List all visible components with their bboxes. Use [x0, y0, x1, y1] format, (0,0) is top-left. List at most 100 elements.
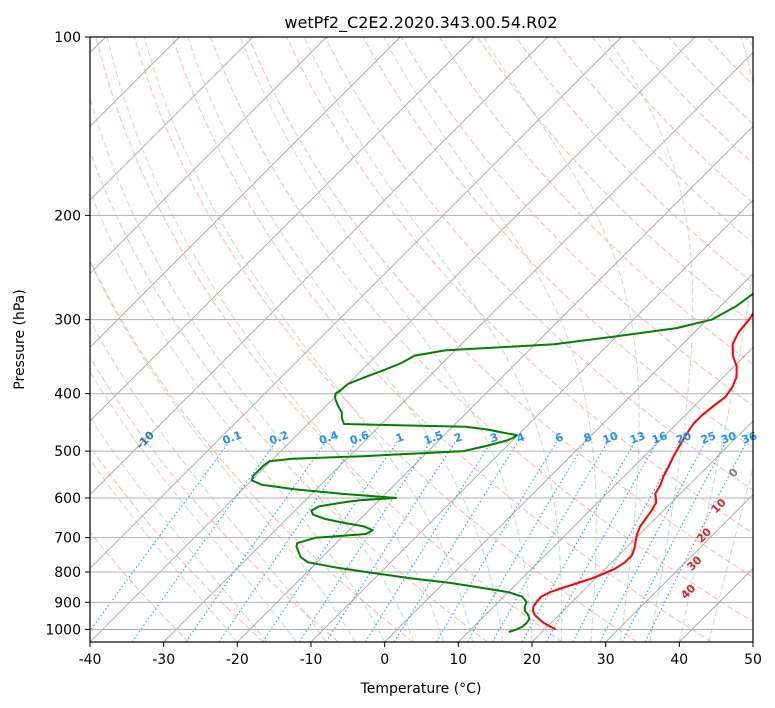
mixing-ratio-label: 0.1 [221, 428, 244, 447]
isotherm-line [90, 37, 254, 201]
sounding-curves [250, 292, 753, 633]
mixing-ratio-line [467, 440, 587, 642]
isotherm-line [90, 37, 327, 275]
x-tick-label: -30 [152, 652, 175, 668]
mixing-ratio-label: 1 [394, 431, 406, 446]
y-tick-label: 600 [54, 491, 81, 507]
mixing-ratio-line [185, 440, 328, 642]
dry-adiabat-line [400, 37, 753, 407]
y-axis-title: Pressure (hPa) [12, 289, 28, 389]
mixing-ratio-line [364, 440, 493, 642]
mixing-ratio-label: 0.4 [317, 428, 340, 447]
mixing-ratio-label: 6 [554, 430, 566, 445]
mixing-ratio-label: 36 [740, 429, 759, 447]
mixing-ratio-label: 8 [582, 431, 594, 446]
moist-adiabat-line [303, 37, 563, 642]
mixing-ratio-label: 0.2 [268, 428, 291, 447]
moist-adiabat-line [90, 458, 238, 642]
dry-adiabat-line [438, 37, 753, 366]
x-tick-label: -10 [300, 652, 323, 668]
isotherm-line [237, 125, 753, 642]
mixing-ratio-line [572, 440, 683, 642]
x-tick-label: 10 [449, 652, 467, 668]
mixing-ratio-line [545, 440, 659, 642]
moist-adiabat-line [90, 260, 356, 642]
mixing-ratio-label: 16 [650, 429, 669, 447]
axes: -40 -30 -20 -10 0 10 20 30 40 5010020030040050060… [45, 30, 762, 668]
mixing-ratio-label: 30 [719, 429, 738, 447]
x-tick-label: -20 [226, 652, 249, 668]
dry-adiabat-line [95, 37, 563, 642]
dry-adiabat-line [171, 37, 712, 642]
moist-adiabat-line [607, 37, 694, 642]
y-tick-label: 400 [54, 387, 81, 403]
mixing-ratio-line [393, 440, 520, 642]
x-axis-title: Temperature (°C) [360, 681, 482, 697]
isotherm-line [90, 37, 401, 348]
moist-adiabat-line [143, 37, 474, 642]
isotherm-line [90, 37, 475, 422]
x-tick-label: 20 [523, 652, 541, 668]
mixing-ratio-line [131, 440, 278, 642]
dry-adiabat-line [133, 37, 638, 642]
moist-adiabat-line [187, 37, 503, 642]
dewpoint-trace [250, 292, 753, 633]
mixing-ratio-label: 2 [452, 431, 464, 446]
mixing-ratio-line [644, 440, 748, 642]
moist-adiabat-line [678, 37, 753, 642]
plot-frame [89, 36, 754, 643]
mixing-ratio-line [325, 440, 457, 642]
mixing-ratio-label: 10 [601, 429, 620, 447]
mixing-ratio-label: 4 [515, 430, 527, 445]
mixing-ratio-label: 3 [488, 431, 500, 446]
mixing-ratio-label: 25 [699, 429, 718, 446]
dry-adiabat-line [248, 37, 753, 578]
moist-adiabat-line [90, 96, 415, 642]
chart-title: wetPf2_C2E2.2020.343.00.54.R02 [284, 13, 557, 33]
moist-adiabat-line [239, 37, 533, 642]
moist-adiabat-line [106, 37, 445, 642]
mixing-ratio-line [521, 440, 637, 642]
moist-adiabat-line [482, 37, 640, 642]
isotherm-line [384, 273, 753, 642]
isotherm-line [163, 52, 753, 642]
isotherm-line [90, 37, 696, 642]
y-tick-label: 100 [54, 30, 81, 46]
mixing-ratio-line [262, 440, 399, 642]
moist-adiabat-line [90, 416, 268, 642]
isotherm-line [605, 494, 753, 642]
y-tick-label: 800 [54, 565, 81, 581]
y-tick-label: 700 [54, 531, 81, 547]
mixing-ratio-label: 20 [674, 429, 693, 447]
mixing-ratio-label: 0.6 [348, 428, 371, 447]
y-tick-label: 900 [54, 595, 81, 611]
dry-adiabat-line [286, 37, 753, 534]
x-tick-label: 30 [597, 652, 615, 668]
y-tick-label: 500 [54, 444, 81, 460]
dry-adiabat-line [90, 445, 264, 642]
isotherm-line [90, 37, 622, 569]
moist-adiabat-line [383, 37, 597, 642]
background-lines [90, 37, 753, 642]
mixing-ratio-line [435, 440, 558, 642]
dry-adiabat-line [210, 37, 753, 623]
x-tick-label: 40 [670, 652, 688, 668]
dry-adiabat-line [90, 356, 339, 642]
isotherm-line [90, 37, 548, 496]
y-tick-label: 300 [54, 313, 81, 329]
moist-adiabat-line [90, 370, 297, 642]
dry-adiabat-line [90, 150, 488, 642]
dry-adiabat-line [90, 259, 414, 642]
isotherm-line [531, 420, 753, 642]
x-tick-label: -40 [79, 652, 102, 668]
mixing-ratio-line [90, 440, 231, 632]
mixing-ratio-line [298, 440, 432, 642]
mixing-ratio-label: 1.5 [422, 428, 445, 447]
temperature-trace [532, 311, 753, 631]
dry-adiabat-line [90, 531, 190, 642]
mixing-ratio-line [491, 440, 609, 642]
mixing-ratio-label: 13 [628, 429, 647, 446]
dry-adiabat-line [515, 37, 753, 284]
y-tick-label: 1000 [45, 622, 81, 638]
